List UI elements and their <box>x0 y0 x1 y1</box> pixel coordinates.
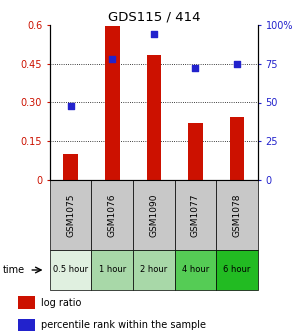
Bar <box>133 180 175 250</box>
Text: 2 hour: 2 hour <box>140 265 168 275</box>
Point <box>235 61 239 67</box>
Text: 4 hour: 4 hour <box>182 265 209 275</box>
Text: GSM1076: GSM1076 <box>108 193 117 237</box>
Bar <box>175 180 216 250</box>
Bar <box>216 250 258 290</box>
Point <box>193 66 198 71</box>
Bar <box>230 117 244 180</box>
Bar <box>50 250 91 290</box>
Bar <box>50 180 91 250</box>
Bar <box>91 180 133 250</box>
Bar <box>18 319 35 331</box>
Text: GSM1075: GSM1075 <box>66 193 75 237</box>
Point <box>110 56 115 62</box>
Text: 6 hour: 6 hour <box>223 265 251 275</box>
Bar <box>133 250 175 290</box>
Point <box>151 32 156 37</box>
Title: GDS115 / 414: GDS115 / 414 <box>108 11 200 24</box>
Text: GSM1077: GSM1077 <box>191 193 200 237</box>
Bar <box>18 296 35 309</box>
Point <box>68 103 73 108</box>
Bar <box>188 123 203 180</box>
Bar <box>105 26 120 180</box>
Bar <box>216 180 258 250</box>
Text: time: time <box>3 265 25 275</box>
Text: percentile rank within the sample: percentile rank within the sample <box>41 320 206 330</box>
Text: log ratio: log ratio <box>41 298 81 308</box>
Bar <box>146 55 161 180</box>
Text: 0.5 hour: 0.5 hour <box>53 265 88 275</box>
Text: GSM1090: GSM1090 <box>149 193 158 237</box>
Bar <box>175 250 216 290</box>
Text: GSM1078: GSM1078 <box>233 193 241 237</box>
Text: 1 hour: 1 hour <box>98 265 126 275</box>
Bar <box>63 154 78 180</box>
Bar <box>91 250 133 290</box>
